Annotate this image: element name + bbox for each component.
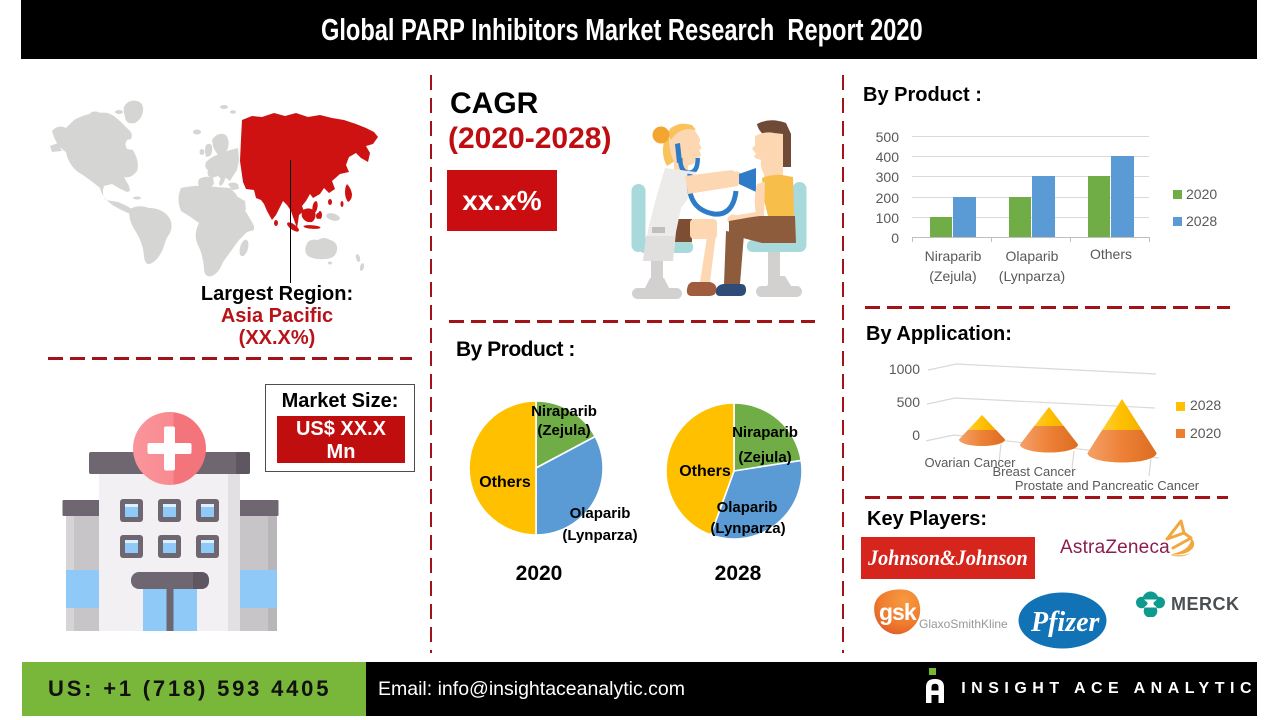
svg-text:gsk: gsk [879, 599, 917, 625]
svg-text:Pfizer: Pfizer [1030, 607, 1101, 638]
